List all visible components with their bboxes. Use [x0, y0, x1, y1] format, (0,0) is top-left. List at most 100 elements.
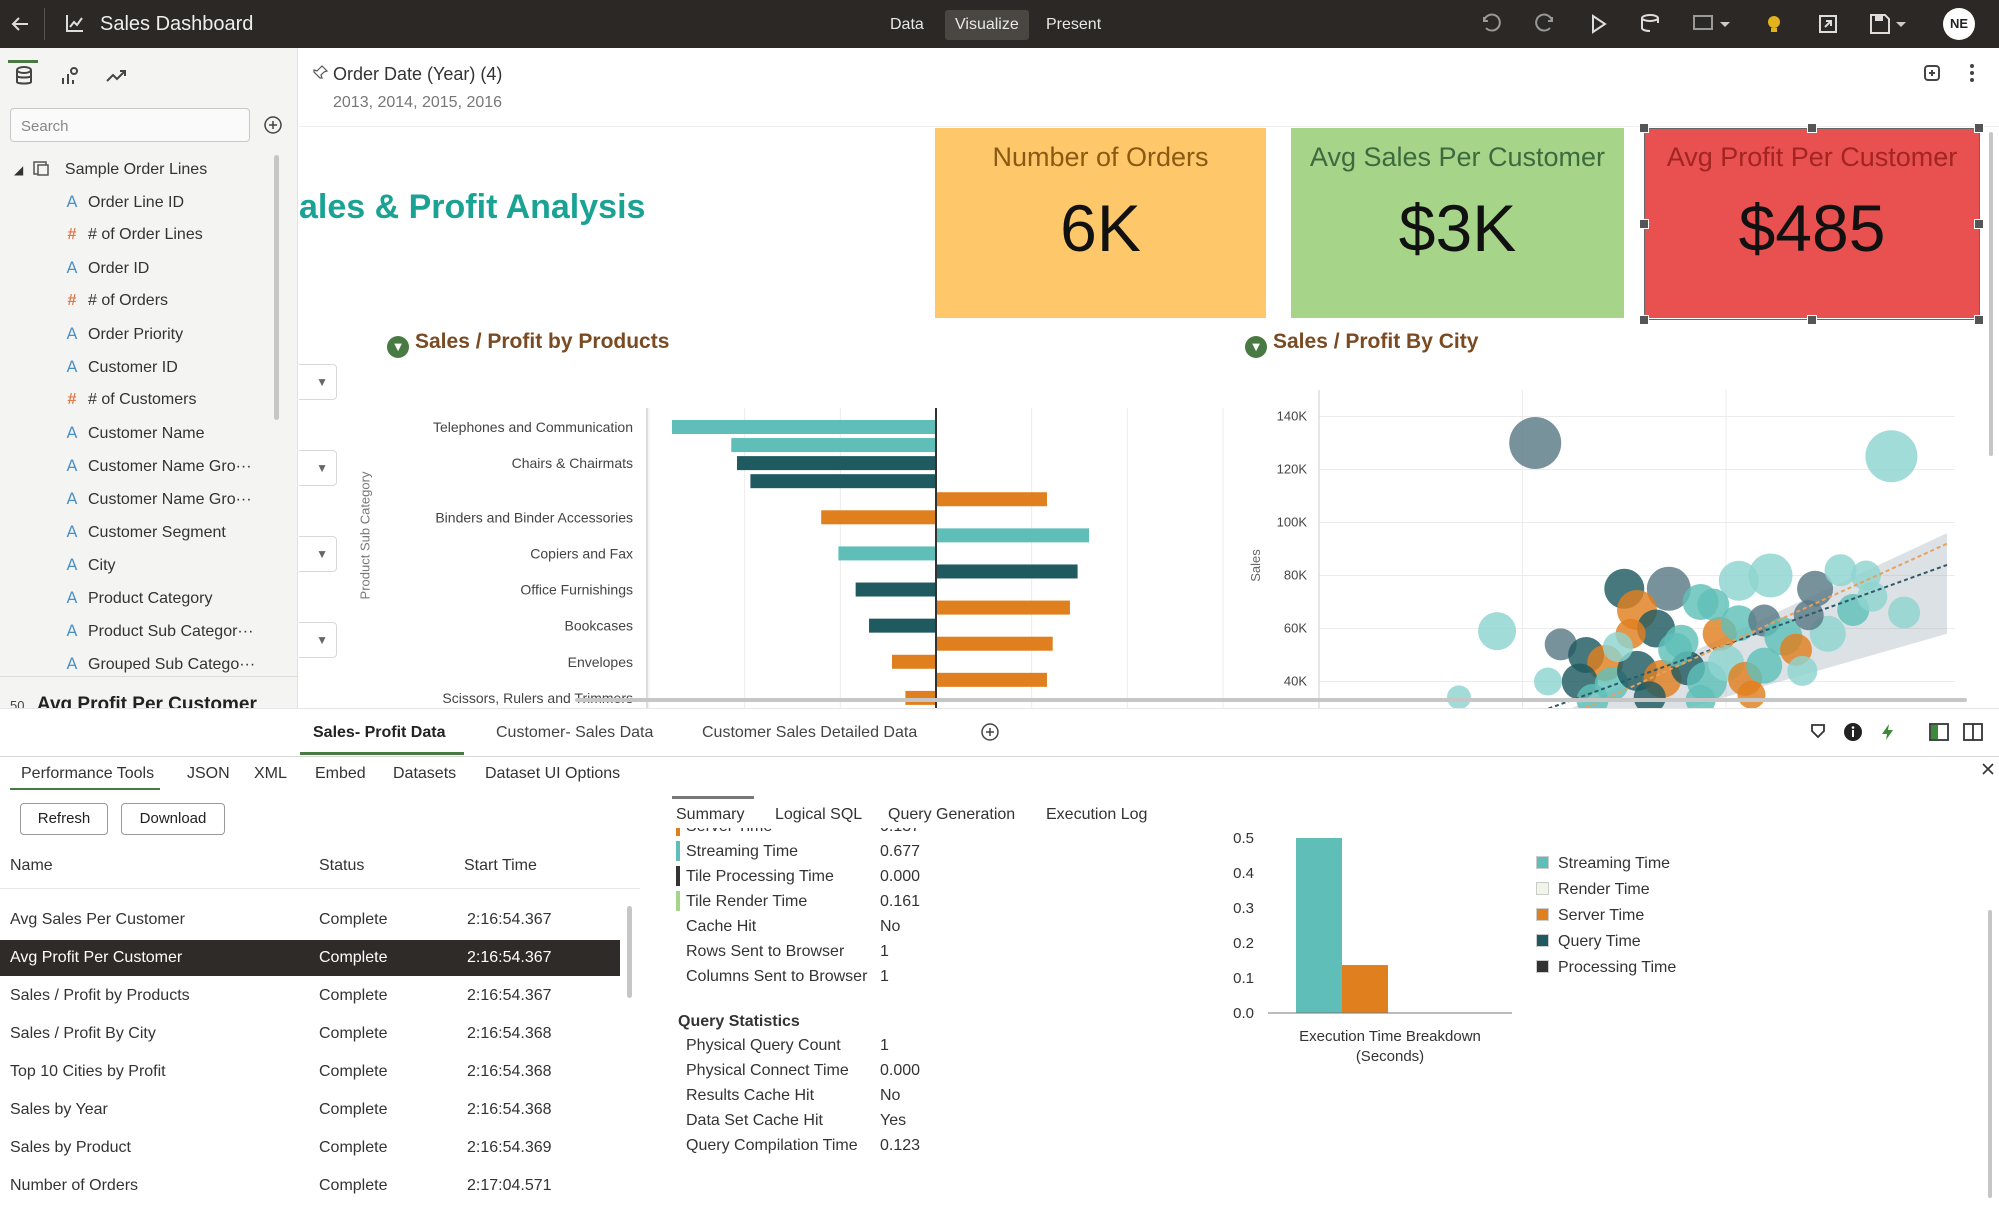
column-item[interactable]: A City: [62, 550, 116, 580]
filter-dropdown[interactable]: ▼: [299, 622, 337, 658]
resize-handle[interactable]: [1807, 315, 1817, 325]
tab-execution-log[interactable]: Execution Log: [1046, 806, 1148, 823]
resize-handle[interactable]: [1974, 123, 1984, 133]
column-item[interactable]: # # of Customers: [62, 385, 197, 415]
play-icon[interactable]: [1586, 12, 1612, 36]
search-input[interactable]: Search: [10, 108, 250, 142]
legend-item[interactable]: Render Time: [1536, 879, 1650, 901]
scatter-chart-title[interactable]: ▼ Sales / Profit By City: [1245, 330, 1478, 358]
panel-toggle-icon[interactable]: [1928, 722, 1950, 742]
tab-performance-tools[interactable]: Performance Tools: [21, 765, 155, 782]
refresh-data-icon[interactable]: [1638, 12, 1664, 36]
column-item[interactable]: A Product Category: [62, 583, 213, 613]
comment-menu-icon[interactable]: [1692, 12, 1732, 36]
add-data-icon[interactable]: [262, 114, 284, 136]
collapse-caret-icon[interactable]: ◢: [14, 163, 24, 177]
pin-icon[interactable]: [313, 64, 329, 80]
table-row[interactable]: Number of Orders Complete 2:17:04.571: [0, 1168, 620, 1204]
tab-dataset-ui-options[interactable]: Dataset UI Options: [485, 765, 621, 782]
back-arrow-icon[interactable]: [8, 12, 32, 36]
dataset-node[interactable]: ◢ Sample Order Lines: [14, 155, 207, 185]
tab-query-generation[interactable]: Query Generation: [888, 806, 1016, 823]
data-tab-icon[interactable]: [12, 64, 42, 94]
panel-scrollbar[interactable]: [1988, 910, 1992, 1198]
table-row[interactable]: Sales / Profit by Products Complete 2:16:5…: [0, 978, 620, 1014]
lightning-icon[interactable]: [1878, 722, 1898, 742]
legend-item[interactable]: Processing Time: [1536, 957, 1676, 979]
resize-handle[interactable]: [1974, 315, 1984, 325]
add-canvas-icon[interactable]: [980, 722, 1000, 742]
lightbulb-icon[interactable]: [1762, 12, 1788, 36]
analytics-tab-icon[interactable]: [104, 64, 134, 94]
properties-toggle-icon[interactable]: [1962, 722, 1984, 742]
filter-dropdown[interactable]: ▼: [299, 364, 337, 400]
column-item[interactable]: A Order Priority: [62, 319, 184, 349]
column-list-scrollbar[interactable]: [274, 155, 279, 420]
tab-logical-sql[interactable]: Logical SQL: [775, 806, 863, 823]
legend-item[interactable]: Query Time: [1536, 931, 1641, 953]
kpi-avg-profit-per-customer[interactable]: Avg Profit Per Customer $485: [1644, 128, 1980, 318]
column-item[interactable]: A Customer Name: [62, 418, 205, 448]
table-row[interactable]: Sales by Product Complete 2:16:54.369: [0, 1130, 620, 1166]
nav-visualize[interactable]: Visualize: [945, 10, 1029, 40]
vertical-scrollbar[interactable]: [1989, 132, 1993, 456]
badge-icon[interactable]: [1808, 722, 1828, 742]
table-row[interactable]: Sales by Year Complete 2:16:54.368: [0, 1092, 620, 1128]
legend-item[interactable]: Server Time: [1536, 905, 1644, 927]
tab-sales-profit-data[interactable]: Sales- Profit Data: [313, 724, 446, 741]
resize-handle[interactable]: [1639, 315, 1649, 325]
tab-customer-sales-detailed-data[interactable]: Customer Sales Detailed Data: [702, 724, 918, 741]
horizontal-scrollbar[interactable]: [575, 698, 1967, 702]
visualizations-tab-icon[interactable]: [58, 64, 88, 94]
bar-chart-title[interactable]: ▼ Sales / Profit by Products: [387, 330, 669, 358]
kpi-number-of-orders[interactable]: Number of Orders 6K: [935, 128, 1266, 318]
download-button[interactable]: Download: [121, 803, 225, 835]
col-header-start-time[interactable]: Start Time: [464, 857, 537, 874]
resize-handle[interactable]: [1639, 123, 1649, 133]
canvas-menu-icon[interactable]: [1967, 62, 1977, 84]
close-icon[interactable]: [1981, 762, 1995, 776]
scatter-chart[interactable]: 140K 120K 100K 80K 60K 40K: [1259, 368, 1979, 708]
tab-embed[interactable]: Embed: [315, 765, 366, 782]
bar-chart[interactable]: 1.5M1.0M0.5M00.5M1.0M1.5MTelephones and …: [299, 368, 1259, 708]
filter-dropdown[interactable]: ▼: [299, 450, 337, 486]
column-item[interactable]: A Customer Name Gro···: [62, 484, 252, 514]
info-icon[interactable]: [1843, 722, 1863, 742]
column-item[interactable]: A Grouped Sub Catego···: [62, 649, 256, 679]
nav-present[interactable]: Present: [1046, 16, 1102, 33]
resize-handle[interactable]: [1974, 219, 1984, 229]
filter-dropdown[interactable]: ▼: [299, 536, 337, 572]
legend-item[interactable]: Streaming Time: [1536, 853, 1670, 875]
save-menu-icon[interactable]: [1868, 12, 1912, 36]
table-row[interactable]: Avg Sales Per Customer Complete 2:16:54.36…: [0, 902, 620, 938]
table-row[interactable]: Avg Profit Per Customer Complete 2:16:54.3…: [0, 940, 620, 976]
column-item[interactable]: A Customer Segment: [62, 517, 226, 547]
column-item[interactable]: A Customer Name Gro···: [62, 451, 252, 481]
column-item[interactable]: # # of Orders: [62, 286, 168, 316]
column-item[interactable]: # # of Order Lines: [62, 220, 203, 250]
column-item[interactable]: A Order ID: [62, 253, 150, 283]
undo-icon[interactable]: [1480, 12, 1506, 36]
tab-customer-sales-data[interactable]: Customer- Sales Data: [496, 724, 654, 741]
redo-icon[interactable]: [1532, 12, 1558, 36]
kpi-avg-sales-per-customer[interactable]: Avg Sales Per Customer $3K: [1291, 128, 1624, 318]
column-item[interactable]: A Order Line ID: [62, 187, 185, 217]
tab-summary[interactable]: Summary: [676, 806, 745, 823]
resize-handle[interactable]: [1639, 219, 1649, 229]
column-item[interactable]: A Customer ID: [62, 352, 178, 382]
col-header-name[interactable]: Name: [10, 857, 53, 874]
export-icon[interactable]: [1816, 12, 1842, 36]
table-row[interactable]: Top 10 Cities by Profit Complete 2:16:54.3…: [0, 1054, 620, 1090]
tab-json[interactable]: JSON: [187, 765, 230, 782]
avatar[interactable]: NE: [1943, 8, 1975, 40]
resize-handle[interactable]: [1807, 123, 1817, 133]
column-item[interactable]: A Product Sub Categor···: [62, 616, 254, 646]
filter-label[interactable]: Order Date (Year) (4): [333, 64, 503, 84]
canvas-settings-icon[interactable]: [1921, 62, 1943, 84]
tab-datasets[interactable]: Datasets: [393, 765, 457, 782]
table-row[interactable]: Sales / Profit By City Complete 2:16:54.36…: [0, 1016, 620, 1052]
nav-data[interactable]: Data: [890, 16, 924, 33]
col-header-status[interactable]: Status: [319, 857, 365, 874]
table-scrollbar[interactable]: [627, 906, 632, 998]
refresh-button[interactable]: Refresh: [20, 803, 108, 835]
